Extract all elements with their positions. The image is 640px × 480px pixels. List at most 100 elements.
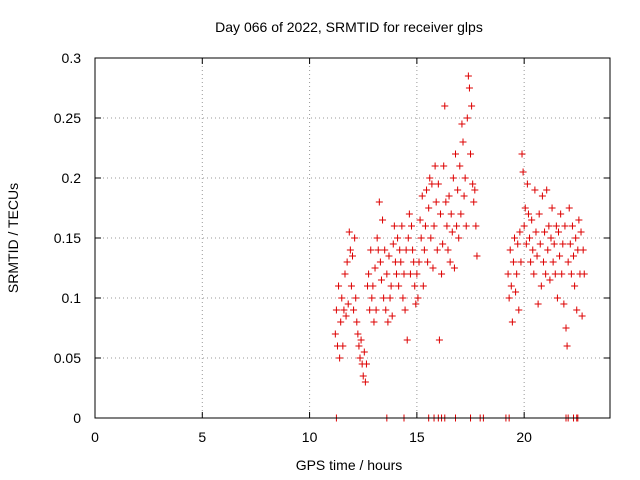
data-point: [464, 72, 472, 80]
data-point: [546, 276, 554, 284]
data-point: [336, 354, 344, 362]
data-point: [368, 294, 376, 302]
data-point: [353, 318, 361, 326]
data-point: [332, 306, 340, 314]
data-point: [541, 228, 549, 236]
data-point: [563, 342, 571, 350]
data-point: [357, 336, 365, 344]
data-point: [381, 246, 389, 254]
data-point: [553, 294, 561, 302]
data-point: [341, 270, 349, 278]
data-point: [402, 246, 410, 254]
data-point: [580, 270, 588, 278]
data-point: [387, 282, 395, 290]
data-point: [361, 378, 369, 386]
data-point: [436, 210, 444, 218]
data-point: [433, 246, 441, 254]
data-point: [547, 234, 555, 242]
data-point: [456, 162, 464, 170]
data-point: [535, 210, 543, 218]
data-point: [428, 180, 436, 188]
data-point: [372, 306, 380, 314]
data-point: [392, 270, 400, 278]
data-point: [331, 330, 339, 338]
data-point: [440, 162, 448, 170]
data-point: [468, 102, 476, 110]
data-point: [386, 294, 394, 302]
data-point: [565, 204, 573, 212]
data-point: [504, 270, 512, 278]
data-point: [340, 306, 348, 314]
data-point: [455, 234, 463, 242]
data-point: [423, 186, 431, 194]
data-point: [505, 294, 513, 302]
data-point: [424, 258, 432, 266]
data-point: [396, 246, 404, 254]
data-point: [417, 234, 425, 242]
data-point: [388, 312, 396, 320]
data-point: [376, 258, 384, 266]
data-point: [444, 246, 452, 254]
data-point: [509, 258, 517, 266]
data-point: [564, 258, 572, 266]
data-point: [550, 240, 558, 248]
data-point: [538, 192, 546, 200]
data-point: [454, 186, 462, 194]
data-point: [450, 264, 458, 272]
data-point: [360, 348, 368, 356]
y-tick-label: 0.25: [54, 110, 81, 126]
y-tick-label: 0.1: [62, 290, 82, 306]
data-point: [460, 192, 468, 200]
chart-title: Day 066 of 2022, SRMTID for receiver glp…: [215, 19, 483, 35]
data-point: [561, 222, 569, 230]
data-point: [578, 312, 586, 320]
data-point: [471, 186, 479, 194]
data-point: [344, 300, 352, 308]
data-point: [414, 294, 422, 302]
data-point: [442, 198, 450, 206]
data-point: [526, 234, 534, 242]
data-point: [379, 216, 387, 224]
data-point: [531, 186, 539, 194]
data-point: [405, 210, 413, 218]
x-tick-label: 20: [516, 429, 532, 445]
data-point: [384, 318, 392, 326]
data-point: [434, 180, 442, 188]
data-point: [415, 258, 423, 266]
data-point: [566, 240, 574, 248]
x-tick-label: 15: [409, 429, 425, 445]
data-point: [560, 300, 568, 308]
grid-lines: [95, 58, 610, 418]
data-point: [399, 294, 407, 302]
data-point: [555, 228, 562, 236]
data-point: [408, 222, 416, 230]
data-point: [458, 120, 466, 128]
data-point: [370, 318, 378, 326]
data-point: [470, 198, 478, 206]
data-point: [529, 246, 537, 254]
data-point: [465, 84, 473, 92]
x-tick-label: 5: [198, 429, 206, 445]
data-point: [567, 270, 575, 278]
data-point: [349, 252, 356, 260]
data-point: [452, 150, 459, 158]
data-point: [515, 306, 523, 314]
data-point: [461, 174, 469, 182]
data-point: [472, 222, 480, 230]
data-point: [398, 222, 406, 230]
data-point: [413, 270, 421, 278]
data-point: [350, 306, 358, 314]
y-tick-label: 0.3: [62, 50, 82, 66]
data-point: [351, 234, 359, 242]
data-point: [539, 258, 547, 266]
data-point: [524, 210, 532, 218]
data-point: [579, 246, 587, 254]
plot-frame: [94, 57, 611, 419]
data-point: [352, 294, 360, 302]
data-point: [462, 222, 470, 230]
data-point: [420, 246, 428, 254]
data-point: [426, 174, 434, 182]
data-point: [383, 270, 391, 278]
data-point: [517, 258, 525, 266]
